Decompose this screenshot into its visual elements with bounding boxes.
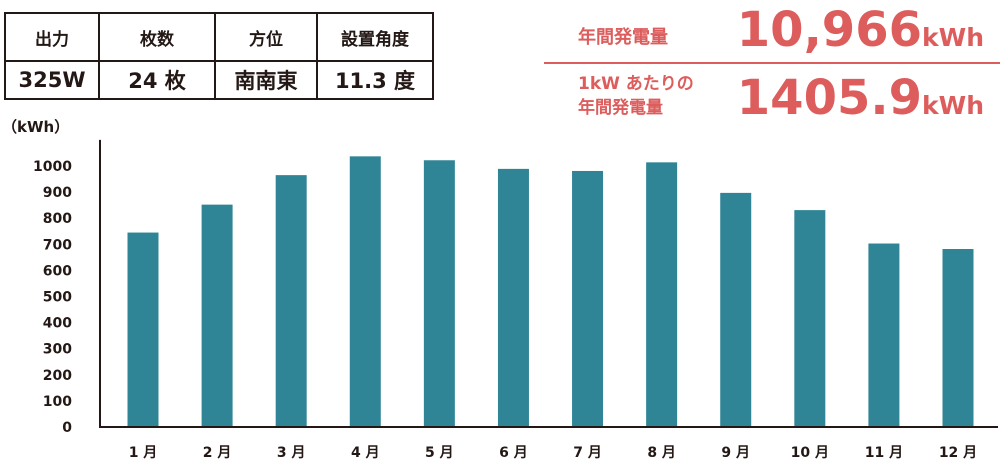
x-tick-labels: 1 月 2 月 3 月 4 月 5 月 6 月 7 月 8 月 9 月 10 月 11 月 12 月	[129, 445, 977, 461]
bar-month-6	[497, 168, 529, 427]
per-kw-label-line1: 1kW あたりの	[578, 74, 694, 94]
bar-month-12	[942, 248, 974, 427]
annual-generation-unit: kWh	[922, 23, 984, 52]
x-tick-label: 3 月	[277, 445, 306, 461]
y-tick-label: 700	[43, 237, 72, 253]
y-axis-unit-label: （kWh）	[2, 118, 69, 136]
spec-value-output: 325W	[4, 60, 100, 100]
y-tick-label: 800	[43, 211, 72, 227]
bar-month-7	[572, 170, 604, 428]
per-kw-generation-label: 1kW あたりの 年間発電量	[578, 72, 694, 120]
x-tick-label: 5 月	[425, 445, 454, 461]
bar-month-8	[646, 162, 678, 427]
spec-value-count: 24 枚	[98, 60, 216, 100]
spec-header-row: 出力 枚数 方位 設置角度	[4, 12, 434, 62]
y-tick-label: 200	[43, 368, 72, 384]
per-kw-generation-value: 1405.9kWh	[737, 70, 984, 134]
y-tick-label: 300	[43, 342, 72, 358]
y-tick-label: 0	[62, 420, 72, 436]
bar-group	[127, 156, 974, 428]
y-tick-label: 900	[43, 185, 72, 201]
x-tick-label: 1 月	[129, 445, 158, 461]
spec-value-row: 325W 24 枚 南南東 11.3 度	[4, 60, 434, 100]
per-kw-label-line2: 年間発電量	[578, 98, 663, 118]
y-tick-label: 600	[43, 263, 72, 279]
x-tick-label: 4 月	[351, 445, 380, 461]
per-kw-generation-number: 1405.9	[736, 70, 922, 126]
bar-month-10	[794, 210, 826, 427]
x-tick-label: 9 月	[721, 445, 750, 461]
y-tick-label: 400	[43, 316, 72, 332]
spec-value-angle: 11.3 度	[316, 60, 434, 100]
bar-month-5	[423, 160, 455, 427]
spec-header-count: 枚数	[98, 12, 216, 62]
x-tick-label: 8 月	[647, 445, 676, 461]
bar-month-2	[201, 204, 233, 427]
x-tick-label: 12 月	[939, 445, 977, 461]
y-tick-label: 500	[43, 290, 72, 306]
annual-generation-number: 10,966	[736, 2, 922, 58]
x-tick-label: 10 月	[791, 445, 829, 461]
annual-generation-value: 10,966kWh	[737, 2, 984, 66]
y-tick-label: 100	[43, 394, 72, 410]
per-kw-generation-unit: kWh	[922, 91, 984, 120]
y-tick-labels: 0 100 200 300 400 500 600 700 800 900 1000	[33, 159, 72, 436]
bar-month-9	[720, 192, 752, 427]
x-tick-label: 6 月	[499, 445, 528, 461]
generation-summary: 年間発電量 10,966kWh 1kW あたりの 年間発電量 1405.9kWh	[544, 0, 1000, 130]
y-tick-label: 1000	[33, 159, 72, 175]
bar-month-1	[127, 232, 159, 427]
bar-month-3	[275, 175, 307, 427]
x-tick-label: 2 月	[203, 445, 232, 461]
spec-table: 出力 枚数 方位 設置角度 325W 24 枚 南南東 11.3 度	[4, 12, 434, 100]
x-tick-label: 7 月	[573, 445, 602, 461]
spec-value-direction: 南南東	[214, 60, 318, 100]
bar-month-4	[349, 156, 381, 427]
spec-header-angle: 設置角度	[316, 12, 434, 62]
spec-header-direction: 方位	[214, 12, 318, 62]
annual-generation-label: 年間発電量	[578, 27, 668, 48]
summary-divider	[544, 62, 1000, 64]
bar-month-11	[868, 243, 900, 427]
x-tick-label: 11 月	[865, 445, 903, 461]
spec-header-output: 出力	[4, 12, 100, 62]
